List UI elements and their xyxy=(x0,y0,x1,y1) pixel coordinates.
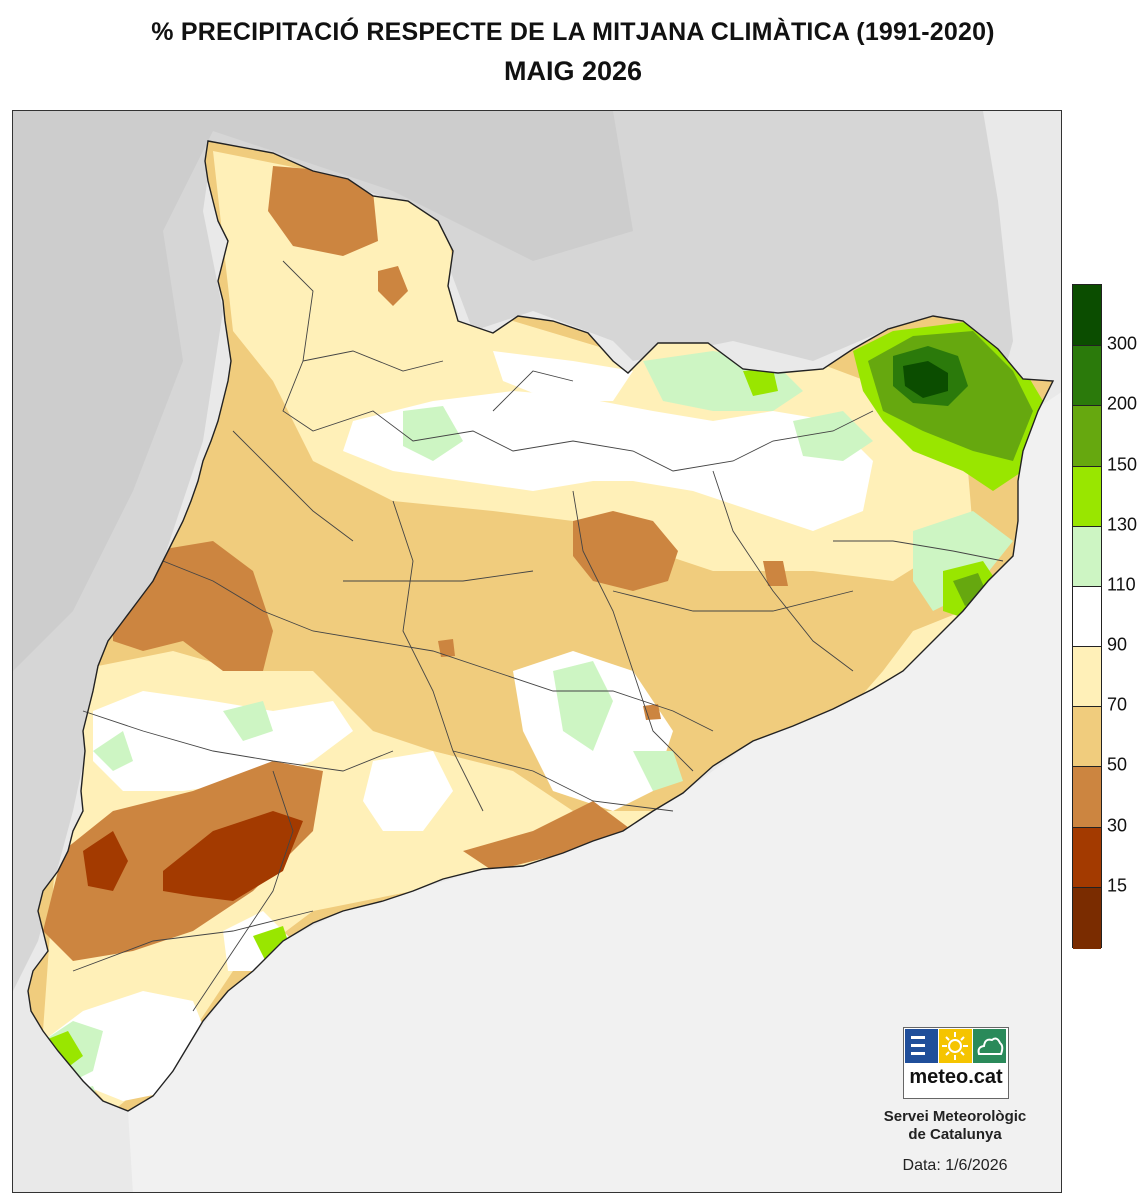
legend-swatch xyxy=(1073,706,1101,769)
map-title: % PRECIPITACIÓ RESPECTE DE LA MITJANA CL… xyxy=(151,18,995,46)
credit-line2: de Catalunya xyxy=(908,1126,1002,1143)
legend-label: 90 xyxy=(1107,634,1128,655)
legend-label: 110 xyxy=(1107,574,1136,595)
legend-swatch xyxy=(1073,585,1101,648)
legend-label: 130 xyxy=(1107,514,1138,535)
legend-swatch xyxy=(1073,646,1101,709)
legend-label: 150 xyxy=(1107,454,1138,475)
legend-swatch xyxy=(1073,405,1101,468)
legend-swatch xyxy=(1073,886,1101,949)
pyrenees-relief xyxy=(13,111,1013,991)
legend-swatch xyxy=(1073,826,1101,889)
map-svg xyxy=(13,111,1061,1192)
credit-line1: Servei Meteorològic xyxy=(883,1108,1027,1125)
legend-label: 50 xyxy=(1107,754,1128,775)
logo-cloud-icon xyxy=(973,1029,1006,1063)
logo-sun-icon xyxy=(939,1029,972,1063)
legend-swatch xyxy=(1073,465,1101,528)
legend-label: 15 xyxy=(1107,875,1128,896)
legend-label: 300 xyxy=(1107,333,1138,354)
map-subtitle: MAIG 2026 xyxy=(503,56,643,86)
county-borders xyxy=(72,260,1004,1012)
legend-label: 70 xyxy=(1107,694,1128,715)
legend-swatch xyxy=(1073,766,1101,829)
logo-text: meteo.cat xyxy=(909,1066,1003,1088)
mountain-relief xyxy=(13,111,633,671)
legend-swatch xyxy=(1073,345,1101,408)
meteocat-logo: meteo.cat xyxy=(903,1027,1009,1099)
legend-swatch xyxy=(1073,525,1101,588)
legend-swatch xyxy=(1073,285,1101,346)
mediterranean-sea xyxy=(128,392,1061,1192)
legend-label: 200 xyxy=(1107,393,1138,414)
logo-bars-icon xyxy=(905,1029,938,1063)
map-date: Data: 1/6/2026 xyxy=(902,1157,1008,1174)
legend-label: 30 xyxy=(1107,815,1128,836)
precipitation-map xyxy=(12,110,1062,1193)
color-legend xyxy=(1072,284,1102,949)
